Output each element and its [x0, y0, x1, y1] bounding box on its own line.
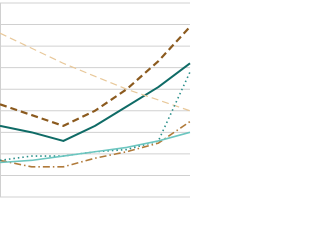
line-series	[0, 25, 191, 127]
line-series	[0, 131, 191, 164]
page: (() => { const data = JSON.parse(documen…	[0, 2, 191, 198]
chart	[0, 2, 191, 198]
line-series	[0, 32, 191, 112]
line-series	[0, 120, 191, 168]
line-series	[0, 62, 191, 142]
